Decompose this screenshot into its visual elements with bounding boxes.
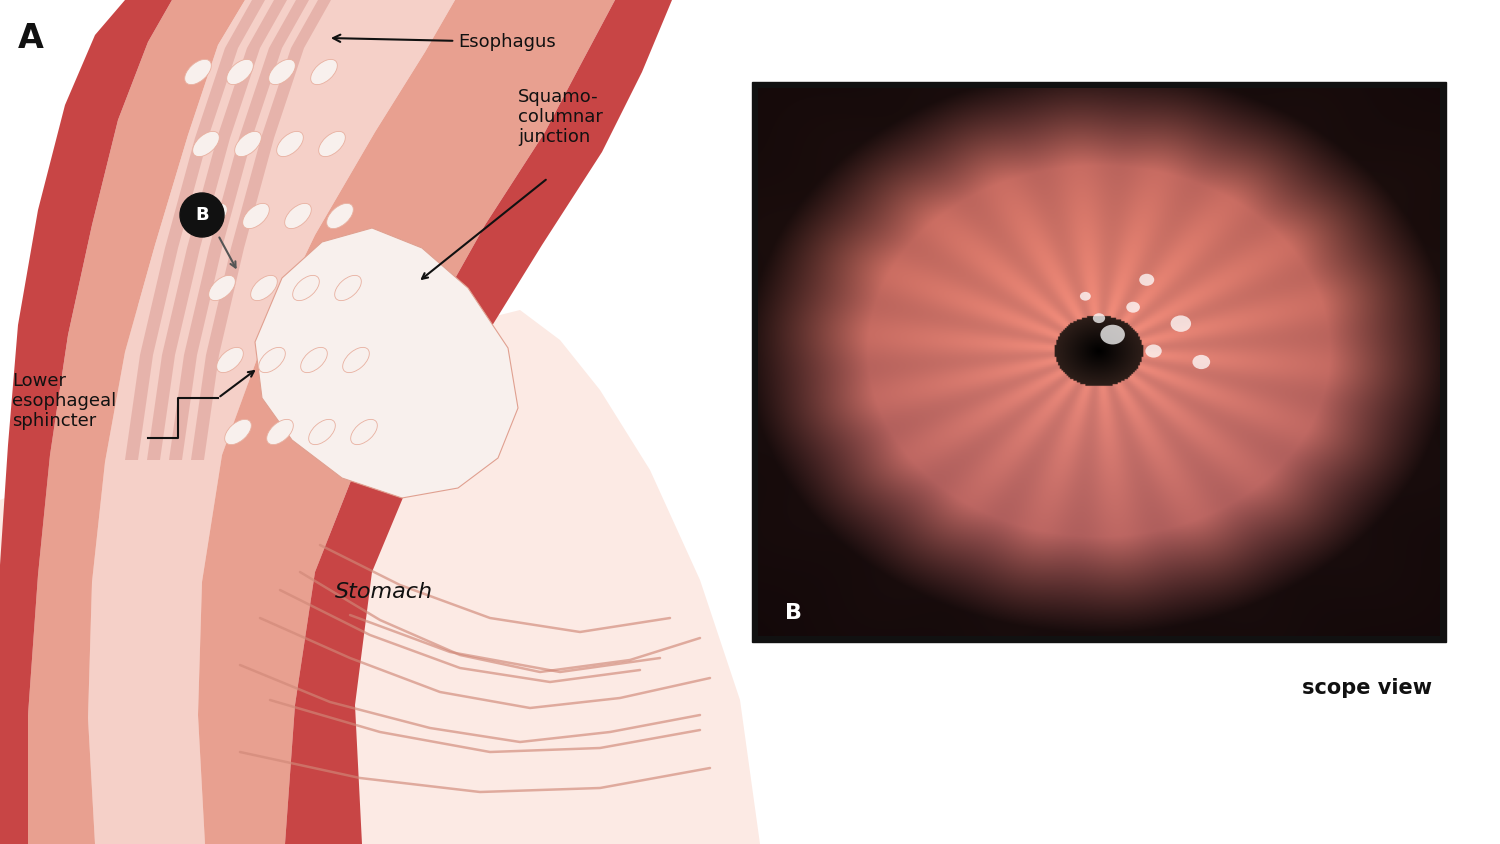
Text: sphincter: sphincter: [12, 412, 96, 430]
Polygon shape: [0, 290, 760, 844]
Polygon shape: [0, 0, 172, 844]
Text: A: A: [18, 22, 44, 55]
Polygon shape: [28, 0, 245, 844]
Ellipse shape: [184, 59, 211, 84]
Ellipse shape: [342, 348, 369, 372]
Polygon shape: [198, 0, 615, 844]
Ellipse shape: [268, 59, 296, 84]
Ellipse shape: [216, 348, 243, 372]
Ellipse shape: [327, 203, 354, 229]
Circle shape: [1138, 273, 1154, 286]
Text: Squamo-: Squamo-: [518, 88, 599, 106]
Ellipse shape: [243, 203, 270, 229]
Text: B: B: [195, 206, 208, 224]
Polygon shape: [170, 0, 309, 460]
Text: Esophagus: Esophagus: [333, 33, 555, 51]
Polygon shape: [88, 0, 454, 844]
Ellipse shape: [201, 203, 228, 229]
Ellipse shape: [300, 348, 327, 372]
Ellipse shape: [351, 419, 378, 445]
Circle shape: [1192, 354, 1210, 369]
Polygon shape: [124, 0, 266, 460]
Ellipse shape: [334, 275, 362, 300]
Text: columnar: columnar: [518, 108, 603, 126]
Ellipse shape: [318, 132, 345, 157]
Circle shape: [1080, 292, 1090, 300]
Polygon shape: [285, 0, 672, 844]
Circle shape: [180, 193, 224, 237]
Ellipse shape: [285, 203, 312, 229]
Circle shape: [1170, 316, 1191, 332]
Ellipse shape: [276, 132, 303, 157]
Text: Lower: Lower: [12, 372, 66, 390]
Polygon shape: [190, 0, 332, 460]
Text: junction: junction: [518, 128, 590, 146]
Circle shape: [1126, 301, 1140, 312]
Ellipse shape: [258, 348, 285, 372]
Text: B: B: [786, 603, 802, 623]
Ellipse shape: [226, 59, 254, 84]
Text: esophageal: esophageal: [12, 392, 117, 410]
Ellipse shape: [225, 419, 252, 445]
Ellipse shape: [192, 132, 219, 157]
Bar: [752, 82, 1446, 642]
Ellipse shape: [251, 275, 278, 300]
Ellipse shape: [292, 275, 320, 300]
Polygon shape: [147, 0, 286, 460]
Polygon shape: [255, 228, 518, 498]
Ellipse shape: [310, 59, 338, 84]
Circle shape: [1146, 344, 1161, 358]
Ellipse shape: [209, 275, 236, 300]
Text: scope view: scope view: [1302, 678, 1432, 698]
Circle shape: [1094, 313, 1106, 323]
Ellipse shape: [234, 132, 261, 157]
Circle shape: [1101, 325, 1125, 344]
Ellipse shape: [309, 419, 336, 445]
Ellipse shape: [267, 419, 294, 445]
Text: Stomach: Stomach: [334, 582, 433, 602]
